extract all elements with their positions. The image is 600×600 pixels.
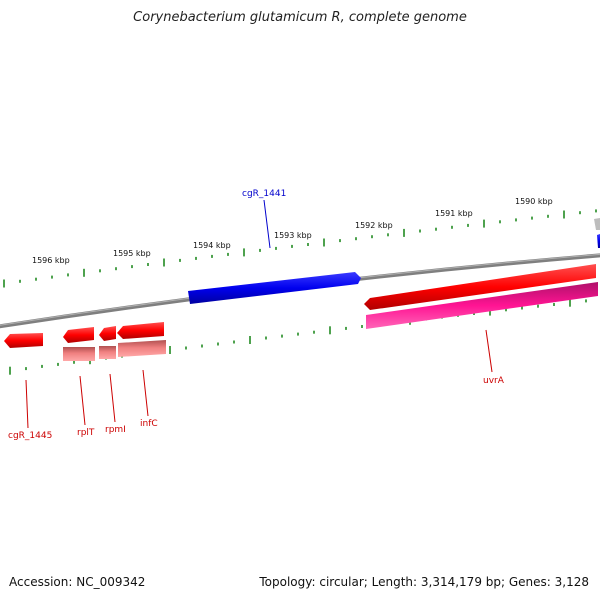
gene-uvrA-secondary xyxy=(366,282,598,329)
gene-label-uvrA[interactable]: uvrA xyxy=(483,376,505,386)
genome-backbone xyxy=(0,253,600,329)
rna-rplT xyxy=(63,347,95,361)
map-title: Corynebacterium glutamicum R, complete g… xyxy=(133,10,467,25)
gene-uvrA[interactable] xyxy=(364,264,596,310)
rna-infC xyxy=(118,340,166,357)
gene-rpmI[interactable] xyxy=(99,326,116,341)
gene-cgR_1441[interactable] xyxy=(188,272,361,304)
scale-label-1592: 1592 kbp xyxy=(355,221,393,230)
scale-label-1594: 1594 kbp xyxy=(193,241,231,250)
topology-text: Topology: circular; Length: 3,314,179 bp… xyxy=(259,575,589,589)
gene-label-rpmI[interactable]: rpmI xyxy=(105,425,126,435)
gene-label-cgR_1441[interactable]: cgR_1441 xyxy=(242,189,286,199)
rna-rpmI xyxy=(99,346,116,359)
gene-label-rplT[interactable]: rplT xyxy=(77,428,95,438)
scale-ticks-upper xyxy=(3,209,597,288)
gene-cgR_1445[interactable] xyxy=(4,333,43,348)
gene-partial-right-top xyxy=(594,218,600,230)
gene-rplT[interactable] xyxy=(63,327,94,343)
accession-text: Accession: NC_009342 xyxy=(9,575,146,589)
scale-label-1590: 1590 kbp xyxy=(515,197,553,206)
gene-label-cgR_1445[interactable]: cgR_1445 xyxy=(8,431,52,441)
gene-label-infC[interactable]: infC xyxy=(140,419,158,429)
leader-lines xyxy=(25,199,493,429)
scale-label-1595: 1595 kbp xyxy=(113,249,151,258)
scale-label-1596: 1596 kbp xyxy=(32,256,70,265)
scale-label-1591: 1591 kbp xyxy=(435,209,473,218)
gene-partial-right-blue xyxy=(597,234,600,248)
scale-labels: 1590 kbp 1591 kbp 1592 kbp 1593 kbp 1594… xyxy=(32,197,553,265)
gene-infC[interactable] xyxy=(117,322,164,339)
scale-label-1593: 1593 kbp xyxy=(274,231,312,240)
gene-labels: cgR_1441 cgR_1445 rplT rpmI infC uvrA xyxy=(8,189,505,441)
